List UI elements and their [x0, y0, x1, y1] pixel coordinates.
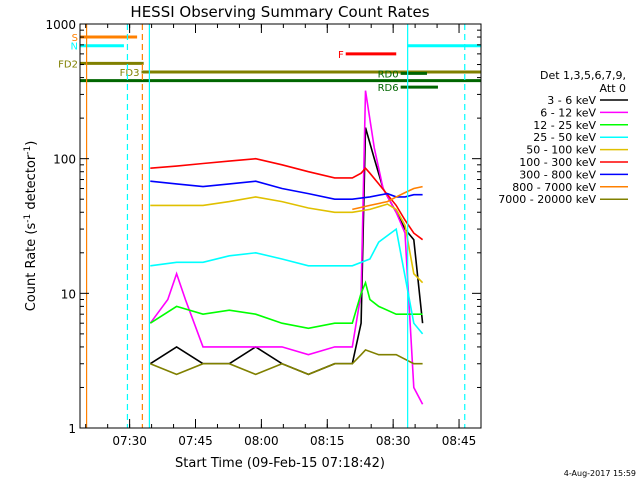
x-tick-label: 07:30: [112, 434, 147, 448]
x-tick-label: 08:30: [376, 434, 411, 448]
time-markers: [85, 24, 466, 428]
legend-header-detectors: Det 1,3,5,6,7,9,: [540, 69, 626, 82]
y-tick-label: 1: [68, 422, 76, 436]
x-axis-label: Start Time (09-Feb-15 07:18:42): [175, 456, 385, 471]
y-tick-label: 1000: [45, 18, 76, 32]
x-tick-label: 08:00: [244, 434, 279, 448]
y-axis-label: Count Rate (s-1 detector-1): [23, 141, 39, 312]
series-line: [150, 196, 424, 284]
state-bar-label: FD3: [120, 68, 140, 79]
series-line: [150, 180, 423, 200]
x-tick-label: 07:45: [178, 434, 213, 448]
series-line: [149, 90, 424, 405]
state-bar-label: N: [71, 42, 78, 53]
x-tick-label: 08:15: [310, 434, 345, 448]
chart-title: HESSI Observing Summary Count Rates: [130, 3, 429, 21]
y-tick-label: 100: [53, 153, 76, 167]
legend-label: 6 - 12 keV: [540, 106, 596, 119]
state-bar-label: S: [72, 33, 78, 44]
legend-label: 3 - 6 keV: [547, 94, 596, 107]
y-axis: 1 10 100 1000: [45, 18, 481, 436]
legend-header-attenuator: Att 0: [600, 82, 626, 95]
series-line: [150, 227, 424, 335]
y-tick-label: 10: [61, 287, 76, 301]
legend-label: 12 - 25 keV: [533, 119, 596, 132]
plot-frame: [79, 23, 482, 429]
state-bar-label: RD6: [378, 83, 399, 94]
legend-label: 800 - 7000 keV: [512, 181, 596, 194]
legend-label: 25 - 50 keV: [533, 131, 596, 144]
legend-label: 7000 - 20000 keV: [498, 193, 596, 206]
x-axis: 07:30 07:45 08:00 08:15 08:30 08:45: [85, 24, 482, 448]
state-bar-label: RD0: [378, 69, 399, 80]
legend-label: 100 - 300 keV: [519, 156, 596, 169]
footer-date: 4-Aug-2017 15:59: [564, 469, 636, 478]
state-bar-label: FD2: [58, 59, 78, 70]
series-line: [150, 157, 424, 241]
legend-label: 50 - 100 keV: [526, 144, 596, 157]
state-bars: SN FD2 FD3 F RD0 RD6: [58, 33, 481, 94]
x-tick-label: 08:45: [442, 434, 477, 448]
traces: [149, 90, 424, 405]
legend-label: 300 - 800 keV: [519, 168, 596, 181]
series-line: [149, 280, 423, 330]
series-line: [149, 348, 423, 376]
state-bar-label: F: [338, 50, 344, 61]
series-line: [352, 185, 423, 211]
